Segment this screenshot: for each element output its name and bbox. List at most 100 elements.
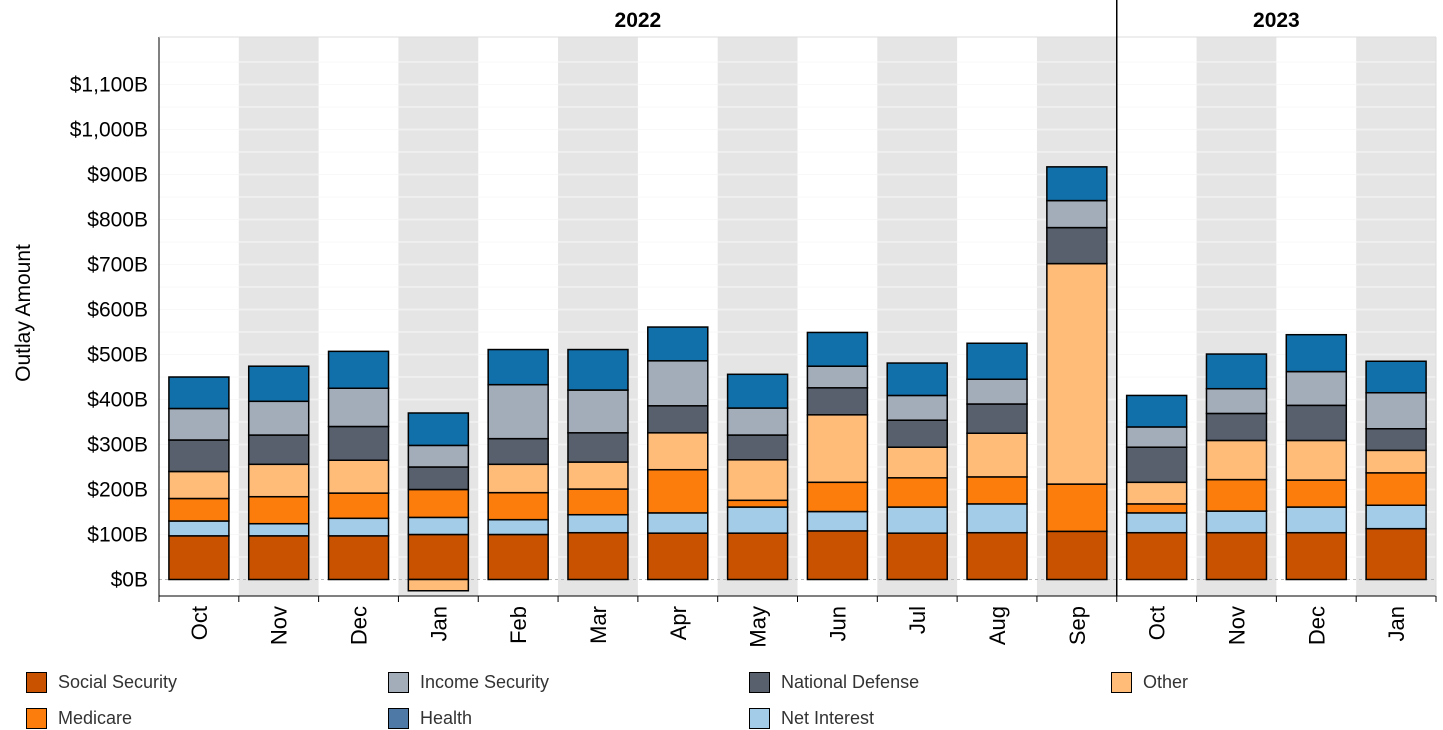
bar-segment-national-defense: [1365, 428, 1427, 452]
bar-segment-national-defense: [1205, 412, 1268, 442]
x-tick-label: Jul: [905, 606, 930, 634]
y-tick-label: $700B: [87, 254, 148, 277]
year-header: 2023: [1253, 9, 1300, 32]
bar-segment-national-defense: [886, 419, 948, 448]
year-header: 2022: [615, 9, 662, 32]
bar-segment-national-defense: [966, 403, 1028, 434]
bar-segment-social-security: [1046, 530, 1108, 581]
legend-item: Medicare: [26, 706, 132, 730]
legend-item: Income Security: [388, 670, 549, 694]
legend-label: Income Security: [420, 671, 550, 692]
bar-segment-medicare: [966, 476, 1028, 505]
bar-segment-national-defense: [407, 466, 470, 491]
bar-segment-health: [806, 331, 869, 367]
x-tick-label: Aug: [985, 606, 1010, 645]
bar-segment-health: [247, 365, 310, 403]
bar-segment-medicare: [726, 499, 789, 508]
bar-segment-net-interest: [886, 506, 948, 534]
bar-segment-net-interest: [1125, 512, 1188, 534]
bar-segment-medicare: [1285, 479, 1348, 508]
bar-segment-national-defense: [1285, 404, 1348, 442]
bar-segment-income-security: [1205, 387, 1268, 415]
bar-segment-income-security: [966, 378, 1028, 405]
y-tick-label: $200B: [87, 479, 148, 502]
legend-label: Health: [420, 707, 473, 728]
x-tick-label: Apr: [666, 606, 691, 640]
bar-segment-social-security: [567, 531, 629, 581]
x-tick-label: Sep: [1065, 606, 1090, 645]
bar-segment-social-security: [726, 532, 789, 581]
y-tick-label: $1,100B: [70, 74, 148, 97]
bar-segment-social-security: [647, 532, 709, 581]
legend-label: Net Interest: [781, 707, 875, 728]
bar-segment-net-interest: [726, 506, 789, 534]
bar-segment-other: [487, 463, 549, 494]
bar-segment-health: [327, 350, 390, 390]
y-tick-label: $1,000B: [70, 119, 148, 142]
bar-segment-health: [1285, 333, 1348, 373]
bar-segment-income-security: [1125, 426, 1188, 448]
bar-segment-other: [1125, 481, 1188, 505]
bar-segment-other: [168, 470, 230, 500]
y-tick-label: $600B: [87, 299, 148, 322]
x-tick-label: Oct: [1145, 606, 1170, 640]
bar-segment-income-security: [407, 444, 470, 468]
bar-segment-income-security: [327, 387, 390, 428]
x-tick-labels: Oct Nov Dec Jan Feb Mar Apr May Jun Jul Aug Sep Oct N…: [187, 606, 1409, 648]
bar-segment-health: [647, 326, 709, 362]
bar-segment-net-interest: [168, 520, 230, 537]
bar-segment-medicare: [1205, 478, 1268, 512]
bar-segment-net-interest: [567, 513, 629, 534]
bar-segment-medicare: [487, 491, 549, 521]
bar-segment-social-security: [327, 535, 390, 581]
bar-segment-national-defense: [1125, 446, 1188, 484]
bar-segment-income-security: [247, 400, 310, 436]
legend-swatch: [26, 707, 47, 729]
legend-item: Net Interest: [749, 706, 874, 730]
bar-segment-net-interest: [1285, 506, 1348, 534]
bar-segment-income-security: [168, 407, 230, 441]
bar-segment-net-interest: [966, 503, 1028, 534]
bar-segment-social-security: [407, 533, 470, 581]
legend-label: Social Security: [58, 671, 178, 692]
bar-segment-social-security: [1365, 527, 1427, 581]
bar-segment-medicare: [647, 468, 709, 514]
bar-segment-other: [966, 432, 1028, 478]
legend-item: Other: [1111, 670, 1188, 694]
bar-segment-national-defense: [168, 439, 230, 473]
bar-segment-income-security: [1365, 392, 1427, 430]
bar-segment-net-interest: [1365, 504, 1427, 530]
bar-segment-health: [886, 362, 948, 397]
legend: Social Security Income Security National D…: [0, 662, 1443, 729]
bar-segment-social-security: [1285, 531, 1348, 581]
bar-segment-net-interest: [1205, 510, 1268, 534]
legend-swatch: [388, 671, 409, 693]
year-headers: 2022 2023: [615, 9, 1300, 32]
bar-segment-net-interest: [487, 518, 549, 536]
legend-swatch: [388, 707, 409, 729]
bar-segment-other: [1046, 262, 1108, 485]
bar-segment-medicare: [886, 477, 948, 508]
x-tick-label: Mar: [586, 606, 611, 644]
bar-segment-other: [886, 446, 948, 479]
legend-swatch: [749, 671, 770, 693]
bar-segment-social-security: [247, 535, 310, 581]
bar-segment-income-security: [647, 360, 709, 407]
bar-segment-other: [1285, 439, 1348, 481]
legend-item: Social Security: [26, 670, 177, 694]
bar-segment-other: [327, 459, 390, 494]
bar-segment-health: [407, 412, 470, 447]
legend-item: National Defense: [749, 670, 919, 694]
bar-segment-social-security: [966, 531, 1028, 581]
bar-segment-health: [1365, 360, 1427, 394]
y-tick-label: $100B: [87, 524, 148, 547]
bar-segment-net-interest: [407, 516, 470, 536]
bar-segment-medicare: [1365, 472, 1427, 507]
bar-segment-medicare: [1046, 483, 1108, 533]
bar-segment-national-defense: [647, 405, 709, 434]
axes: [158, 0, 1437, 602]
bar-segment-medicare: [1125, 503, 1188, 514]
legend-label: National Defense: [781, 671, 920, 692]
y-tick-label: $0B: [111, 569, 148, 592]
y-tick-label: $800B: [87, 209, 148, 232]
